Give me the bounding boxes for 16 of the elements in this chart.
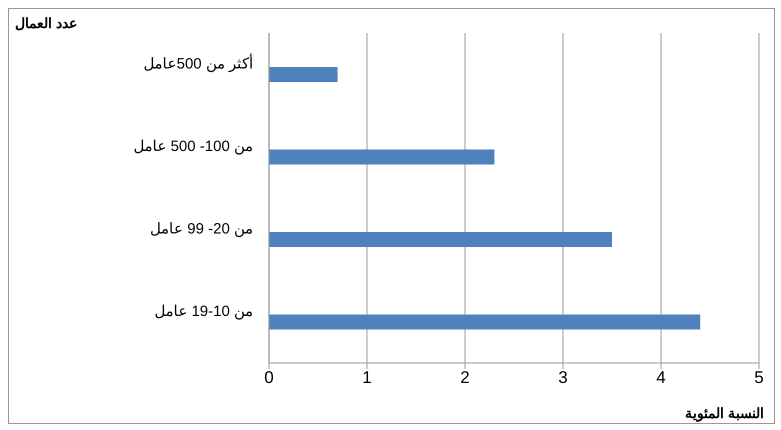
bar: [269, 232, 612, 247]
x-tick-label: 4: [656, 368, 666, 388]
y-tick-label: من 10-19 عامل: [154, 302, 253, 320]
x-tick-label: 2: [460, 368, 470, 388]
y-axis-title: عدد العمال: [15, 15, 77, 31]
x-axis-title: النسبة المئوية: [685, 405, 764, 421]
x-tick-label: 5: [754, 368, 764, 388]
bar: [269, 150, 494, 164]
y-tick-label: من 20- 99 عامل: [150, 220, 253, 238]
y-tick-label: من 100- 500 عامل: [133, 138, 253, 155]
x-tick-label: 3: [558, 368, 568, 388]
y-tick-label: أكثر من 500عامل: [144, 53, 253, 72]
x-tick-label: 0: [264, 368, 274, 388]
x-tick-label: 1: [362, 368, 372, 388]
bar: [269, 314, 700, 330]
bar: [269, 67, 338, 82]
